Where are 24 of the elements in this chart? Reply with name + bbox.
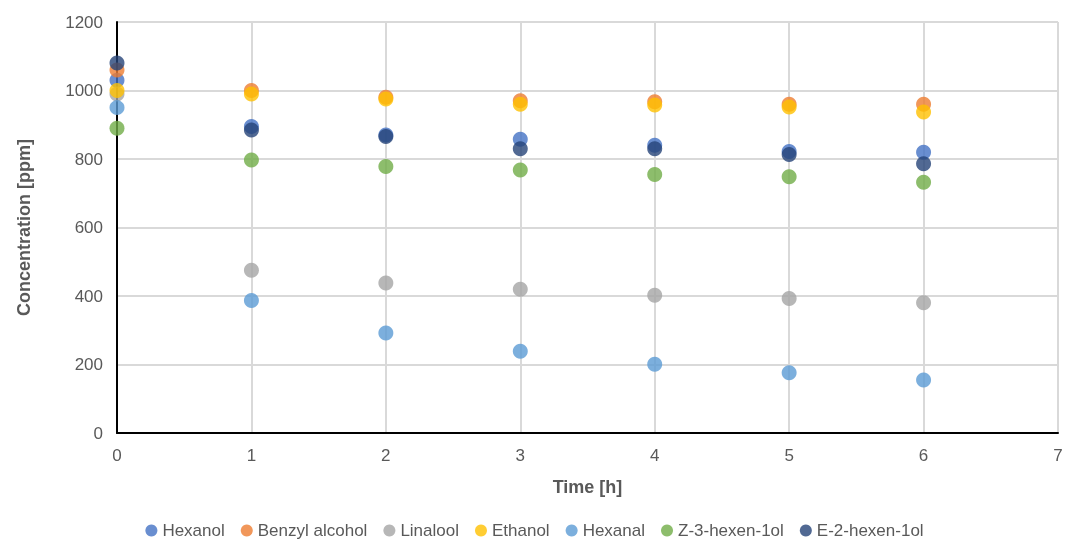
x-tick-label: 0 xyxy=(112,446,122,465)
legend-label: Benzyl alcohol xyxy=(257,521,368,540)
legend-label: E-2-hexen-1ol xyxy=(816,521,924,540)
y-tick-label: 1000 xyxy=(65,81,103,100)
y-tick-label: 600 xyxy=(74,218,103,237)
legend-label: Z-3-hexen-1ol xyxy=(678,521,784,540)
x-tick-label: 2 xyxy=(381,446,391,465)
y-tick-label: 400 xyxy=(74,286,103,306)
y-tick-label: 800 xyxy=(74,149,103,169)
legend-label: Linalool xyxy=(400,521,459,540)
x-tick-label: 4 xyxy=(649,446,660,465)
x-tick-label: 1 xyxy=(246,446,257,465)
x-axis-title: Time [h] xyxy=(552,477,623,497)
legend-label: Ethanol xyxy=(491,521,550,540)
y-tick-label: 200 xyxy=(74,355,103,374)
x-tick-label: 5 xyxy=(784,446,794,465)
legend-label: Hexanol xyxy=(162,521,225,540)
y-tick-label: 1200 xyxy=(65,12,103,32)
x-tick-label: 7 xyxy=(1053,446,1063,465)
y-tick-label: 0 xyxy=(93,423,103,443)
x-tick-label: 6 xyxy=(918,446,929,465)
y-axis-title: Concentration [ppm] xyxy=(14,139,34,316)
x-tick-label: 3 xyxy=(515,446,526,465)
legend-label: Hexanal xyxy=(582,521,646,540)
